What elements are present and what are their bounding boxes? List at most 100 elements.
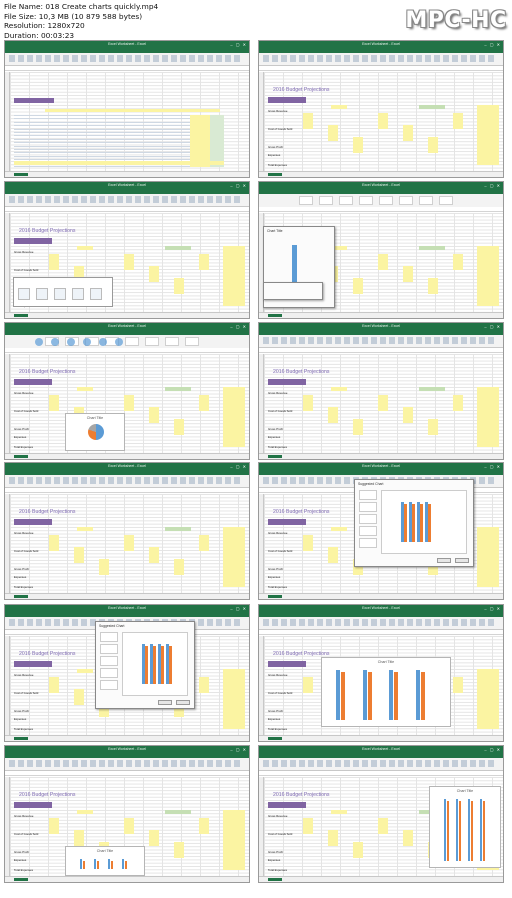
chart-thumb[interactable] — [359, 490, 377, 500]
ribbon-button-icon[interactable] — [443, 760, 449, 767]
ribbon-button-icon[interactable] — [263, 337, 269, 344]
ribbon-button-icon[interactable] — [461, 619, 467, 626]
ribbon-toolbar[interactable] — [259, 53, 503, 66]
ribbon-button-icon[interactable] — [234, 760, 240, 767]
ribbon-button-icon[interactable] — [45, 477, 51, 484]
formula-bar[interactable] — [5, 488, 249, 493]
ribbon-button-icon[interactable] — [389, 619, 395, 626]
window-controls[interactable]: – ▢ ✕ — [230, 606, 247, 611]
ribbon-button-icon[interactable] — [299, 477, 305, 484]
ribbon-button-icon[interactable] — [362, 760, 368, 767]
sheet-tab[interactable] — [14, 314, 28, 317]
ribbon-toolbar[interactable] — [5, 194, 249, 207]
ribbon-button-icon[interactable] — [27, 760, 33, 767]
ribbon-button-icon[interactable] — [389, 760, 395, 767]
ribbon-button-icon[interactable] — [407, 760, 413, 767]
ribbon-button-icon[interactable] — [335, 760, 341, 767]
sheet-tab[interactable] — [268, 595, 282, 598]
ribbon-button-icon[interactable] — [225, 619, 231, 626]
ribbon-button-icon[interactable] — [144, 477, 150, 484]
ribbon-button-icon[interactable] — [216, 196, 222, 203]
formula-bar[interactable] — [259, 630, 503, 635]
ribbon-button-icon[interactable] — [108, 477, 114, 484]
ribbon-button-icon[interactable] — [225, 477, 231, 484]
ribbon-button-icon[interactable] — [234, 477, 240, 484]
ribbon-button-icon[interactable] — [398, 760, 404, 767]
ribbon-button-icon[interactable] — [198, 760, 204, 767]
sheet-tab[interactable] — [14, 595, 28, 598]
ribbon-button-icon[interactable] — [171, 477, 177, 484]
window-controls[interactable]: – ▢ ✕ — [484, 747, 501, 752]
window-controls[interactable]: – ▢ ✕ — [230, 42, 247, 47]
ribbon-button-icon[interactable] — [72, 760, 78, 767]
ribbon-button-icon[interactable] — [9, 477, 15, 484]
ribbon-button-icon[interactable] — [117, 760, 123, 767]
ribbon-button-icon[interactable] — [36, 477, 42, 484]
ribbon-button-icon[interactable] — [317, 337, 323, 344]
ribbon-button-icon[interactable] — [99, 55, 105, 62]
ribbon-button-icon[interactable] — [470, 337, 476, 344]
ribbon-button-icon[interactable] — [416, 760, 422, 767]
ribbon-button-icon[interactable] — [63, 619, 69, 626]
chart-style-option[interactable] — [359, 196, 373, 205]
ribbon-button-icon[interactable] — [335, 55, 341, 62]
ribbon-button-icon[interactable] — [380, 619, 386, 626]
ribbon-button-icon[interactable] — [281, 619, 287, 626]
window-controls[interactable]: – ▢ ✕ — [484, 606, 501, 611]
quick-analysis-option[interactable] — [54, 288, 66, 300]
ribbon-button-icon[interactable] — [198, 55, 204, 62]
ribbon-button-icon[interactable] — [344, 477, 350, 484]
formula-bar[interactable] — [259, 771, 503, 776]
ribbon-button-icon[interactable] — [36, 196, 42, 203]
ribbon-button-icon[interactable] — [90, 477, 96, 484]
ribbon-button-icon[interactable] — [198, 619, 204, 626]
ribbon-button-icon[interactable] — [299, 55, 305, 62]
ribbon-button-icon[interactable] — [272, 337, 278, 344]
ribbon-button-icon[interactable] — [153, 196, 159, 203]
ribbon-button-icon[interactable] — [299, 760, 305, 767]
ribbon-button-icon[interactable] — [290, 619, 296, 626]
ribbon-button-icon[interactable] — [452, 760, 458, 767]
ribbon-button-icon[interactable] — [479, 619, 485, 626]
ribbon-button-icon[interactable] — [180, 55, 186, 62]
ribbon-button-icon[interactable] — [63, 196, 69, 203]
ribbon-button-icon[interactable] — [308, 337, 314, 344]
ribbon-button-icon[interactable] — [335, 619, 341, 626]
ribbon-button-icon[interactable] — [434, 55, 440, 62]
ribbon-button-icon[interactable] — [207, 477, 213, 484]
ribbon-button-icon[interactable] — [290, 760, 296, 767]
chart-style-option[interactable] — [145, 337, 159, 346]
ribbon-button-icon[interactable] — [398, 619, 404, 626]
ribbon-button-icon[interactable] — [326, 619, 332, 626]
quick-analysis-option[interactable] — [36, 288, 48, 300]
ribbon-button-icon[interactable] — [135, 55, 141, 62]
ribbon-button-icon[interactable] — [189, 55, 195, 62]
ribbon-button-icon[interactable] — [162, 760, 168, 767]
chart-thumb[interactable] — [100, 656, 118, 666]
ribbon-button-icon[interactable] — [27, 619, 33, 626]
ribbon-button-icon[interactable] — [9, 760, 15, 767]
ribbon-button-icon[interactable] — [389, 55, 395, 62]
sheet-tab[interactable] — [268, 737, 282, 740]
ribbon-button-icon[interactable] — [317, 477, 323, 484]
quick-analysis-popup[interactable] — [13, 277, 113, 307]
ribbon-button-icon[interactable] — [470, 760, 476, 767]
ribbon-button-icon[interactable] — [99, 760, 105, 767]
chart-styles-gallery[interactable] — [259, 194, 503, 207]
ribbon-button-icon[interactable] — [18, 477, 24, 484]
ribbon-button-icon[interactable] — [272, 619, 278, 626]
ribbon-button-icon[interactable] — [81, 55, 87, 62]
ribbon-button-icon[interactable] — [353, 760, 359, 767]
sheet-tab[interactable] — [14, 878, 28, 881]
ribbon-button-icon[interactable] — [317, 760, 323, 767]
formula-bar[interactable] — [259, 207, 503, 212]
ok-button[interactable] — [158, 700, 172, 705]
ribbon-button-icon[interactable] — [344, 55, 350, 62]
ribbon-button-icon[interactable] — [189, 760, 195, 767]
ribbon-button-icon[interactable] — [72, 477, 78, 484]
ribbon-button-icon[interactable] — [126, 55, 132, 62]
ribbon-toolbar[interactable] — [5, 475, 249, 488]
window-controls[interactable]: – ▢ ✕ — [230, 464, 247, 469]
ribbon-button-icon[interactable] — [371, 337, 377, 344]
ribbon-button-icon[interactable] — [308, 477, 314, 484]
